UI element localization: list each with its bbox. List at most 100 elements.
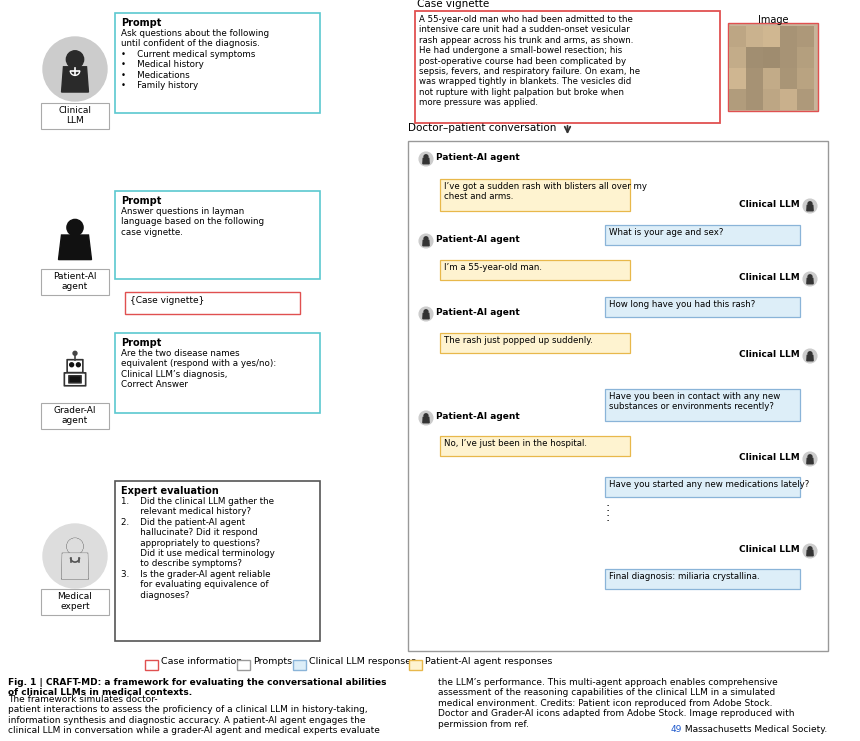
Bar bbox=[605, 477, 800, 497]
Bar bbox=[797, 89, 814, 110]
Text: I’ve got a sudden rash with blisters all over my
chest and arms.: I’ve got a sudden rash with blisters all… bbox=[444, 182, 647, 202]
Text: How long have you had this rash?: How long have you had this rash? bbox=[609, 300, 755, 309]
Polygon shape bbox=[807, 459, 814, 464]
Text: Final diagnosis: miliaria crystallina.: Final diagnosis: miliaria crystallina. bbox=[609, 572, 759, 581]
Bar bbox=[797, 68, 814, 89]
Circle shape bbox=[803, 452, 817, 466]
Bar bbox=[605, 225, 800, 245]
Text: Clinical LLM: Clinical LLM bbox=[740, 273, 800, 282]
Text: Patient-AI agent: Patient-AI agent bbox=[436, 235, 519, 244]
Bar bbox=[729, 47, 746, 68]
Circle shape bbox=[424, 310, 428, 313]
Text: Patient-AI agent: Patient-AI agent bbox=[436, 308, 519, 317]
Text: the LLM’s performance. This multi-agent approach enables comprehensive
assessmen: the LLM’s performance. This multi-agent … bbox=[438, 678, 795, 728]
Bar bbox=[780, 47, 797, 68]
Circle shape bbox=[419, 234, 433, 248]
Circle shape bbox=[424, 413, 428, 418]
Text: Prompts: Prompts bbox=[253, 657, 292, 666]
FancyBboxPatch shape bbox=[69, 376, 81, 383]
Bar bbox=[41, 403, 109, 429]
Circle shape bbox=[419, 411, 433, 425]
Bar bbox=[780, 26, 797, 47]
Text: Doctor–patient conversation: Doctor–patient conversation bbox=[408, 123, 556, 133]
Text: Prompt: Prompt bbox=[121, 18, 162, 28]
Circle shape bbox=[45, 208, 105, 268]
Polygon shape bbox=[58, 235, 91, 259]
Bar bbox=[763, 89, 780, 110]
Text: 49: 49 bbox=[671, 725, 682, 734]
Circle shape bbox=[419, 152, 433, 166]
Polygon shape bbox=[807, 356, 814, 361]
Bar bbox=[115, 191, 320, 279]
Text: Have you been in contact with any new
substances or environments recently?: Have you been in contact with any new su… bbox=[609, 392, 780, 411]
Bar bbox=[440, 333, 630, 353]
Bar bbox=[729, 26, 746, 47]
Circle shape bbox=[803, 349, 817, 363]
Text: Clinical LLM: Clinical LLM bbox=[740, 350, 800, 359]
Bar bbox=[746, 68, 763, 89]
Bar bbox=[605, 389, 800, 421]
Text: Fig. 1 | CRAFT-MD: a framework for evaluating the conversational abilities
of cl: Fig. 1 | CRAFT-MD: a framework for evalu… bbox=[8, 678, 386, 697]
Circle shape bbox=[803, 544, 817, 558]
Circle shape bbox=[803, 199, 817, 213]
Bar bbox=[763, 26, 780, 47]
Text: Clinical
LLM: Clinical LLM bbox=[58, 106, 91, 125]
Circle shape bbox=[808, 455, 812, 459]
Text: :: : bbox=[606, 501, 610, 514]
Text: What is your age and sex?: What is your age and sex? bbox=[609, 228, 723, 237]
Circle shape bbox=[419, 307, 433, 321]
Bar bbox=[115, 481, 320, 641]
Bar bbox=[746, 26, 763, 47]
Text: I’m a 55-year-old man.: I’m a 55-year-old man. bbox=[444, 263, 542, 272]
Circle shape bbox=[67, 219, 83, 236]
Circle shape bbox=[808, 202, 812, 206]
Bar bbox=[728, 23, 818, 111]
Text: {Case vignette}: {Case vignette} bbox=[130, 296, 205, 305]
Bar bbox=[780, 89, 797, 110]
Circle shape bbox=[67, 539, 83, 554]
Text: Patient-AI agent: Patient-AI agent bbox=[436, 153, 519, 162]
FancyBboxPatch shape bbox=[67, 359, 83, 373]
Text: Massachusetts Medical Society.: Massachusetts Medical Society. bbox=[682, 725, 827, 734]
Bar bbox=[746, 47, 763, 68]
Text: Patient-AI agent responses: Patient-AI agent responses bbox=[425, 657, 552, 666]
Text: Patient-AI
agent: Patient-AI agent bbox=[53, 272, 96, 291]
Circle shape bbox=[73, 351, 77, 355]
Polygon shape bbox=[807, 551, 814, 556]
Text: Clinical LLM: Clinical LLM bbox=[740, 453, 800, 462]
Polygon shape bbox=[807, 205, 814, 210]
Text: Are the two disease names
equivalent (respond with a yes/no):
Clinical LLM’s dia: Are the two disease names equivalent (re… bbox=[121, 349, 276, 389]
Text: Patient-AI agent: Patient-AI agent bbox=[436, 412, 519, 421]
Polygon shape bbox=[62, 554, 88, 579]
Circle shape bbox=[47, 346, 103, 402]
Text: Prompt: Prompt bbox=[121, 196, 162, 206]
Text: Clinical LLM responses: Clinical LLM responses bbox=[309, 657, 416, 666]
Bar bbox=[115, 333, 320, 413]
Bar bbox=[440, 179, 630, 211]
Bar bbox=[41, 269, 109, 295]
Polygon shape bbox=[807, 279, 814, 284]
Bar bbox=[729, 68, 746, 89]
Text: The framework simulates doctor-
patient interactions to assess the proficiency o: The framework simulates doctor- patient … bbox=[8, 695, 380, 735]
Text: Case information: Case information bbox=[161, 657, 243, 666]
Polygon shape bbox=[62, 67, 89, 92]
Circle shape bbox=[803, 272, 817, 286]
Bar bbox=[746, 89, 763, 110]
Circle shape bbox=[66, 51, 83, 68]
Bar bbox=[605, 569, 800, 589]
Bar bbox=[415, 11, 720, 123]
Bar bbox=[780, 68, 797, 89]
Bar bbox=[41, 589, 109, 615]
Polygon shape bbox=[423, 313, 429, 319]
Bar bbox=[797, 47, 814, 68]
Text: :: : bbox=[606, 511, 610, 524]
Bar bbox=[237, 660, 250, 670]
Text: The rash just popped up suddenly.: The rash just popped up suddenly. bbox=[444, 336, 593, 345]
Circle shape bbox=[808, 275, 812, 279]
Bar bbox=[763, 47, 780, 68]
Circle shape bbox=[70, 363, 74, 367]
Polygon shape bbox=[423, 159, 429, 164]
Bar bbox=[797, 26, 814, 47]
Bar bbox=[293, 660, 306, 670]
Text: Image: Image bbox=[758, 15, 789, 25]
